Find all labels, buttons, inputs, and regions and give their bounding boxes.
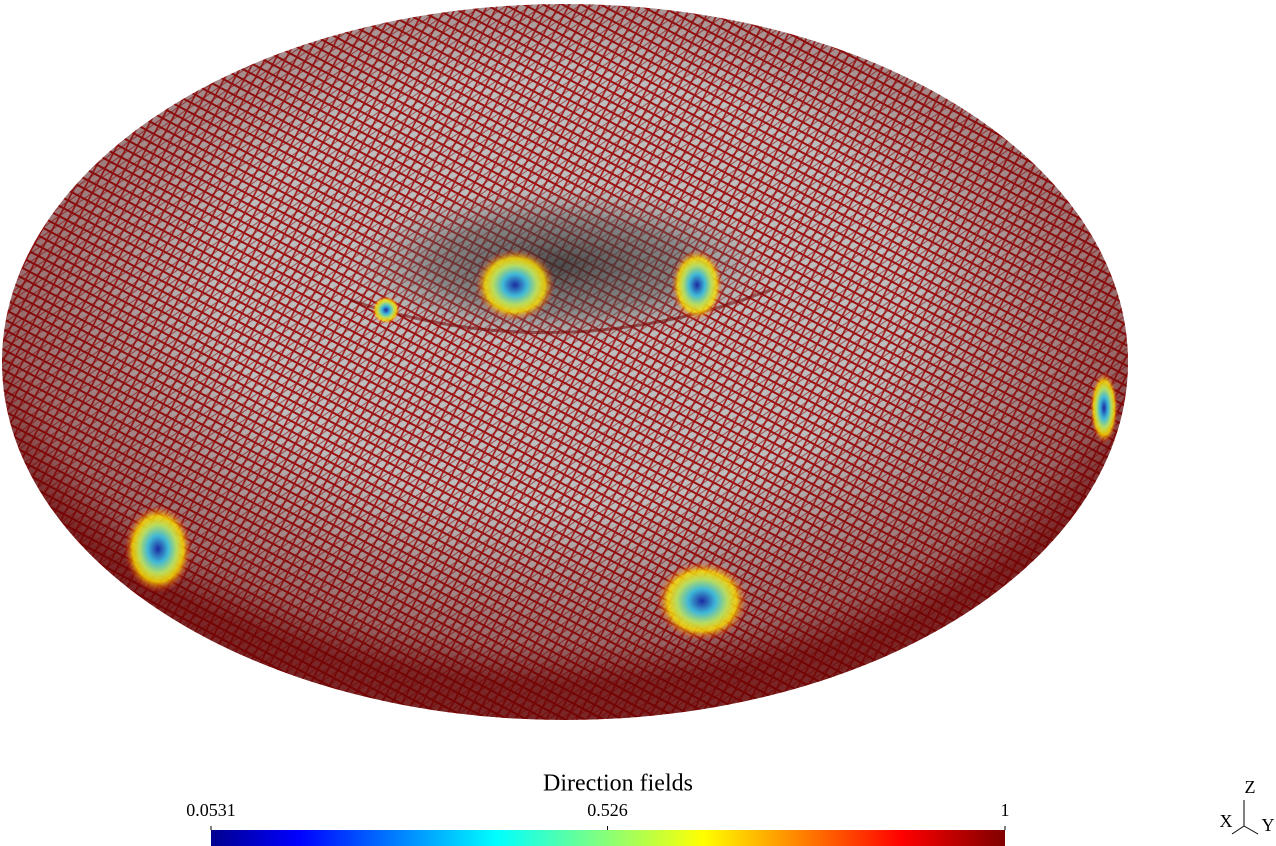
- axis-y-label: Y: [1262, 815, 1275, 835]
- colorbar: [211, 830, 1005, 846]
- colorbar-tick-label: 1: [1001, 800, 1010, 820]
- torus: [2, 4, 1128, 720]
- colorbar-title: Direction fields: [543, 771, 693, 797]
- axes-triad: Z X Y: [1220, 777, 1275, 835]
- axis-z-label: Z: [1245, 777, 1256, 797]
- colorbar-tick-label: 0.0531: [186, 800, 236, 820]
- colorbar-tick-label: 0.526: [587, 800, 628, 820]
- colorbar-ticks: 0.0531 0.526 1: [186, 800, 1010, 830]
- axis-x-label: X: [1220, 811, 1233, 831]
